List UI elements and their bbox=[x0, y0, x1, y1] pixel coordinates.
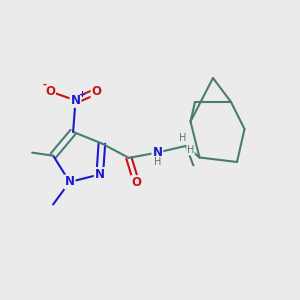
Text: H: H bbox=[187, 145, 194, 155]
Text: N: N bbox=[152, 146, 162, 159]
Text: H: H bbox=[154, 157, 161, 166]
Text: N: N bbox=[70, 94, 80, 107]
Text: O: O bbox=[92, 85, 101, 98]
Text: -: - bbox=[43, 80, 46, 89]
Text: O: O bbox=[131, 176, 141, 189]
Text: H: H bbox=[179, 133, 187, 142]
Text: N: N bbox=[95, 168, 105, 181]
Text: N: N bbox=[64, 176, 75, 188]
Text: +: + bbox=[78, 91, 85, 100]
Text: O: O bbox=[45, 85, 55, 98]
